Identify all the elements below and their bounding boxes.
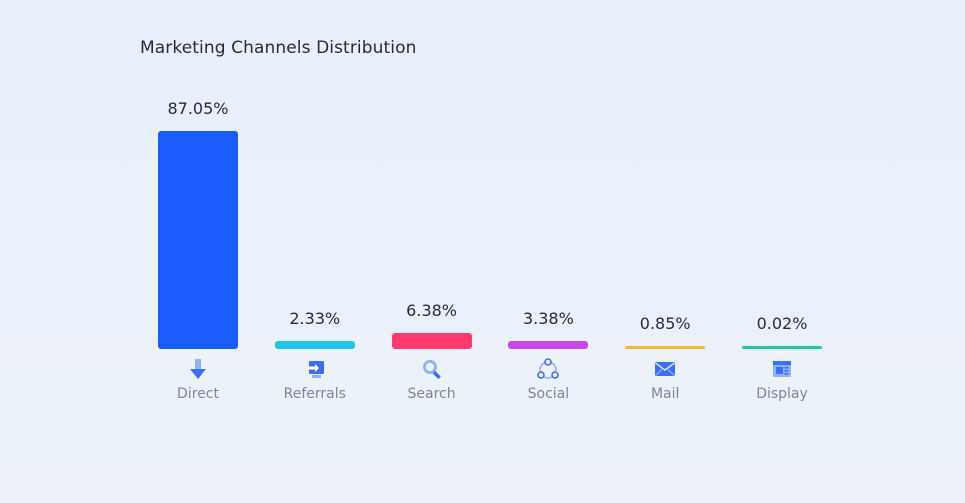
category-label-display: Display [756, 386, 808, 402]
arrow-down-icon [186, 357, 210, 381]
value-label-display: 0.02% [756, 314, 808, 333]
category-label-referrals: Referrals [283, 386, 346, 402]
value-label-social: 3.38% [522, 309, 574, 328]
share-network-icon [536, 357, 560, 381]
value-label-direct: 87.05% [167, 99, 229, 118]
login-arrow-icon [303, 357, 327, 381]
category-label-direct: Direct [177, 386, 219, 402]
category-label-social: Social [527, 386, 570, 402]
value-label-search: 6.38% [406, 301, 457, 320]
browser-window-icon [770, 357, 794, 381]
bar-referrals [274, 341, 355, 349]
bar-mail [625, 346, 706, 349]
bar-search [391, 333, 472, 349]
category-label-mail: Mail [650, 386, 680, 402]
bar-social [508, 341, 589, 349]
chart-title: Marketing Channels Distribution [140, 38, 417, 58]
value-label-referrals: 2.33% [289, 309, 341, 328]
bar-direct [158, 131, 238, 349]
value-label-mail: 0.85% [639, 314, 691, 333]
category-label-search: Search [407, 386, 456, 402]
magnifier-icon [420, 357, 444, 381]
envelope-icon [653, 357, 677, 381]
bar-display [742, 346, 822, 349]
